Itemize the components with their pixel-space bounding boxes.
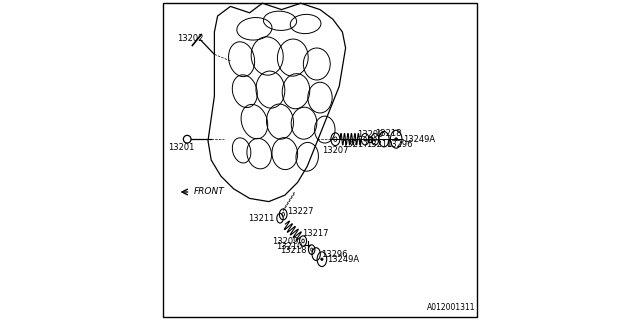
Circle shape: [395, 138, 397, 141]
Text: 13218: 13218: [280, 246, 307, 255]
Text: 13218: 13218: [375, 129, 401, 138]
Text: 13227: 13227: [287, 207, 314, 216]
Text: 13249A: 13249A: [403, 135, 435, 144]
Text: 13201: 13201: [168, 143, 194, 152]
Text: A012001311: A012001311: [427, 303, 475, 312]
Text: 13207: 13207: [322, 146, 349, 155]
Text: 13217: 13217: [342, 140, 369, 149]
Bar: [369, 137, 371, 142]
Text: 13210: 13210: [276, 242, 303, 251]
Text: 13211: 13211: [248, 214, 275, 223]
Text: 13202: 13202: [177, 34, 204, 43]
Circle shape: [321, 258, 323, 260]
Text: 13209: 13209: [357, 130, 384, 139]
Text: 13217: 13217: [302, 229, 329, 238]
Text: 13296: 13296: [385, 140, 412, 149]
Text: FRONT: FRONT: [193, 188, 225, 196]
Text: 13210: 13210: [366, 140, 393, 149]
Text: 13209: 13209: [272, 237, 298, 246]
Text: 13296: 13296: [321, 250, 348, 259]
Text: 13249A: 13249A: [327, 255, 359, 264]
